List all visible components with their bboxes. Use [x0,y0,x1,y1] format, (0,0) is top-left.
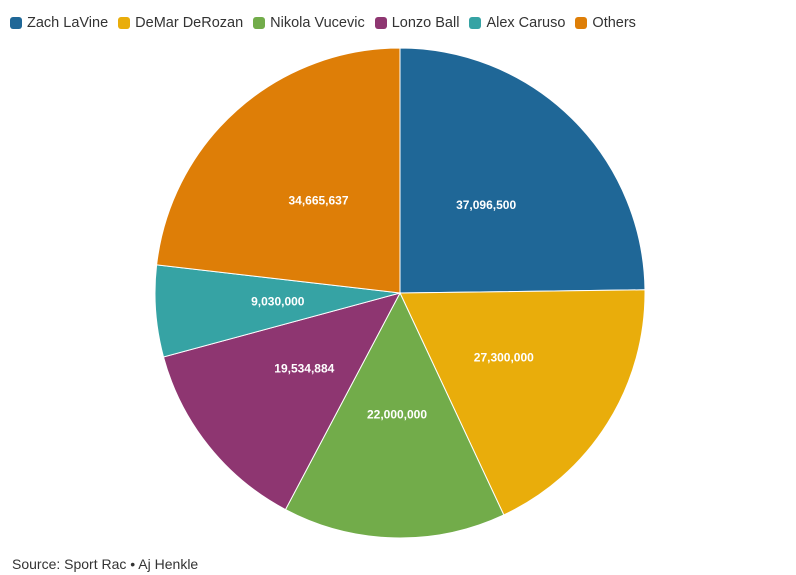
legend-item[interactable]: Alex Caruso [469,15,565,31]
slice-value-label: 22,000,000 [367,408,427,422]
legend-swatch [374,17,387,29]
legend-label: Lonzo Ball [391,15,460,31]
pie-slice[interactable] [162,292,401,511]
legend-item[interactable]: Nikola Vucevic [253,15,365,31]
legend-label: Alex Caruso [486,15,566,31]
legend-item[interactable]: DeMar DeRozan [118,15,243,31]
source-note: Source: Sport Rac • Aj Henkle [12,556,199,572]
pie-slice[interactable] [156,47,401,294]
pie-slice[interactable] [399,47,646,294]
legend-item[interactable]: Zach LaVine [10,15,108,31]
legend-item[interactable]: Others [575,15,636,31]
legend-swatch [575,17,588,29]
slice-value-label: 37,096,500 [456,198,516,212]
slice-value-label: 9,030,000 [251,294,305,308]
slice-value-label: 19,534,884 [274,362,334,376]
legend-label: Nikola Vucevic [270,15,365,31]
pie-slice[interactable] [399,289,646,516]
pie-slice[interactable] [284,291,505,539]
legend-swatch [253,17,266,29]
slice-value-label: 27,300,000 [474,350,534,364]
legend-swatch [10,17,22,29]
legend-label: DeMar DeRozan [135,15,244,31]
legend-swatch [469,17,482,29]
chart-legend: Zach LaVine DeMar DeRozan Nikola Vucevic Lo… [10,12,646,34]
slice-value-label: 34,665,637 [288,194,348,208]
legend-item[interactable]: Lonzo Ball [374,15,460,31]
legend-label: Others [592,15,636,31]
legend-label: Zach LaVine [27,15,109,31]
legend-swatch [118,17,131,29]
